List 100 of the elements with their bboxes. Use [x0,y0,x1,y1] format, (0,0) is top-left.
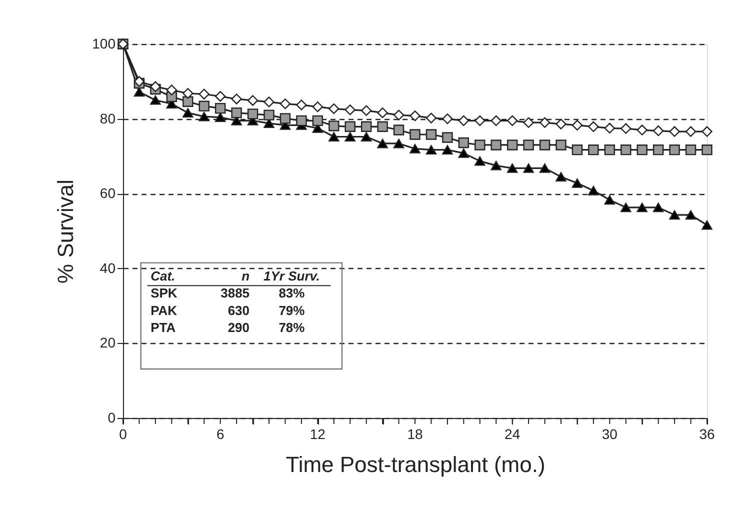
point [604,195,616,205]
point [474,156,486,166]
point [556,172,566,182]
point [652,125,664,136]
y-tick-label: 20 [100,334,116,351]
point [685,144,696,156]
point [539,117,550,128]
point [182,96,194,107]
annotation: 3885 [220,286,250,301]
point [604,144,616,156]
x-tick-label: 0 [119,426,128,442]
point [231,107,242,118]
point [264,110,274,120]
point [588,186,599,196]
point [702,144,712,156]
annotation: 290 [228,320,250,335]
x-tick-label: 36 [699,426,715,442]
annotation: 79% [278,302,306,318]
point [523,117,534,128]
point [490,140,502,150]
point [312,115,324,126]
point [506,163,518,173]
point [490,115,502,126]
point [442,132,453,143]
point [669,210,680,220]
point [652,144,664,156]
point [474,115,486,126]
point [231,94,242,104]
point [572,120,583,130]
annotation: 1Yr Surv. [264,268,320,284]
point [702,126,712,137]
point [426,112,437,124]
annotation: 630 [228,302,250,318]
y-tick-label: 100 [92,36,116,52]
annotation: SPK [150,286,178,301]
x-tick-label: 30 [602,426,618,442]
point [312,101,324,112]
point [377,107,388,118]
point [669,126,680,137]
point [344,104,356,116]
point [539,163,550,173]
point [539,140,550,150]
point [702,220,712,230]
point [426,145,437,155]
point [328,120,340,132]
annotation: 78% [278,320,306,335]
point [214,91,226,102]
point [620,202,632,212]
annotation: Cat. [150,268,176,284]
point [588,144,599,156]
point [344,121,356,132]
annotation: PAK [150,302,178,318]
point [328,103,340,114]
point [506,115,518,126]
y-tick-label: 80 [100,110,116,126]
x-tick-label: 18 [407,426,423,442]
point [685,126,696,137]
point [556,118,566,130]
point [410,110,420,122]
point [572,144,583,156]
point [264,118,274,128]
point [474,140,486,150]
point [458,137,470,148]
point [556,140,566,150]
point [458,115,470,126]
point [426,129,437,140]
point [458,148,470,158]
point [296,115,307,126]
point [652,202,664,212]
point [280,98,291,110]
annotation: 83% [278,286,306,301]
point [410,129,420,140]
point [150,81,161,92]
point [685,210,696,220]
point [620,144,632,156]
point [442,145,453,155]
x-tick-label: 6 [216,426,224,442]
x-tick-label: 24 [504,426,520,442]
point [182,88,194,99]
point [344,132,356,142]
point [669,144,680,156]
point [198,100,210,112]
point [247,108,258,120]
point [214,112,226,122]
x-axis-title: Time Post-transplant (mo.) [286,452,546,477]
point [296,100,307,110]
point [523,163,534,173]
point [377,121,388,132]
point [360,132,372,142]
point [636,202,648,212]
y-axis-title: % Survival [53,180,78,284]
point [620,123,632,134]
point [393,110,404,120]
point [442,113,453,124]
point [393,138,404,148]
point [182,108,194,118]
point [490,160,502,170]
point [247,95,258,106]
y-tick-label: 60 [100,185,116,202]
point [588,121,599,132]
